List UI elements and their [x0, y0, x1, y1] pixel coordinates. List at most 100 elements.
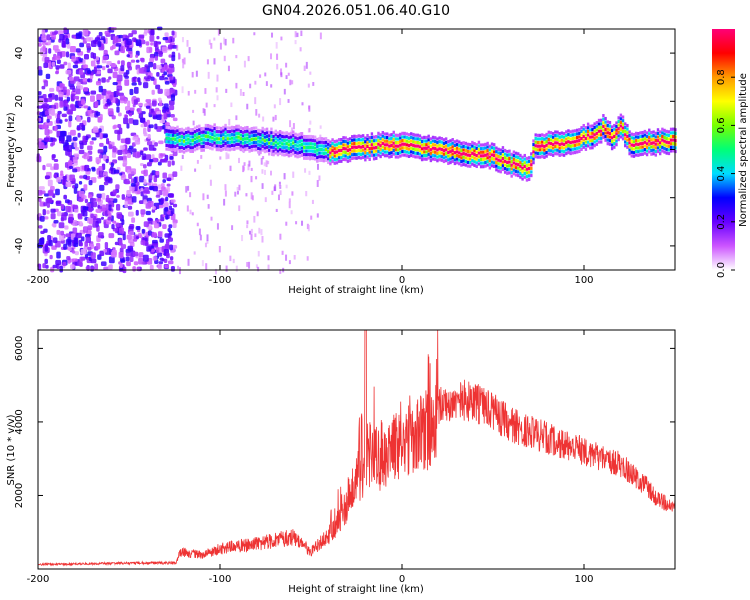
- spectrogram-cell: [299, 47, 302, 52]
- spectrogram-cell: [279, 269, 282, 274]
- spectrogram-cell: [414, 137, 417, 141]
- spectrogram-cell: [261, 144, 264, 149]
- spectrogram-cell: [425, 150, 428, 154]
- spectrogram-cell: [129, 185, 135, 192]
- spectrogram-cell: [650, 141, 653, 145]
- spectrogram-cell: [383, 132, 387, 136]
- spectrogram-cell: [250, 228, 253, 234]
- spectrogram-cell: [103, 266, 110, 271]
- spectrogram-cell: [580, 140, 583, 144]
- spectrogram-cell: [261, 130, 264, 134]
- spectrogram-cell: [196, 222, 199, 227]
- spectrogram-cell: [554, 148, 557, 152]
- spectrogram-cell: [241, 141, 245, 145]
- spectrogram-cell: [67, 62, 71, 70]
- spectrogram-cell: [571, 147, 575, 151]
- spectrogram-cell: [56, 59, 61, 65]
- spectrogram-cell: [133, 261, 139, 266]
- spectrogram-cell: [447, 154, 450, 158]
- spectrogram-cell: [519, 153, 522, 158]
- spectrogram-cell: [171, 148, 175, 152]
- spectrogram-cell: [62, 178, 66, 186]
- spectrogram-cell: [617, 130, 620, 134]
- spectrogram-cell: [436, 144, 439, 148]
- spectrogram-cell: [538, 144, 542, 148]
- spectrogram-cell: [512, 157, 516, 161]
- spectrogram-cell: [405, 139, 409, 143]
- spectrogram-cell: [316, 152, 319, 156]
- spectrogram-cell: [178, 135, 181, 139]
- spectrogram-cell: [497, 147, 500, 151]
- spectrogram-cell: [108, 76, 112, 80]
- spectrogram-cell: [420, 139, 424, 144]
- spectrogram-cell: [92, 127, 99, 133]
- spectrogram-cell: [82, 135, 86, 143]
- spectrogram-cell: [558, 135, 561, 139]
- spectrogram-cell: [434, 139, 437, 143]
- spectrogram-cell: [580, 133, 583, 137]
- spectrogram-cell: [519, 168, 522, 172]
- spectrogram-cell: [661, 145, 664, 149]
- spectrogram-cell: [379, 144, 382, 148]
- spectrogram-cell: [167, 44, 173, 50]
- spectrogram-cell: [202, 130, 205, 134]
- spectrogram-cell: [575, 128, 579, 132]
- spectrogram-cell: [410, 143, 413, 147]
- spectrogram-cell: [138, 34, 145, 39]
- spectrogram-cell: [87, 116, 91, 123]
- spectrogram-cell: [119, 262, 123, 269]
- spectrogram-cell: [517, 173, 520, 178]
- spectrogram-cell: [116, 203, 121, 211]
- spectrogram-cell: [669, 131, 673, 135]
- spectrogram-cell: [444, 137, 448, 141]
- spectrogram-cell: [237, 146, 240, 150]
- spectrogram-cell: [547, 134, 550, 138]
- spectrogram-cell: [63, 194, 67, 200]
- spectrogram-cell: [569, 144, 572, 148]
- spectrogram-cell: [171, 44, 178, 49]
- spectrogram-cell: [519, 157, 522, 161]
- spectrogram-cell: [436, 159, 439, 163]
- spectrogram-cell: [100, 261, 107, 267]
- spectrogram-cell: [346, 145, 350, 149]
- spectrogram-cell: [632, 136, 636, 140]
- spectrogram-cell: [38, 186, 45, 190]
- spectrogram-cell: [551, 146, 555, 150]
- spectrogram-cell: [241, 145, 245, 149]
- spectrogram-cell: [335, 139, 339, 143]
- spectrogram-cell: [82, 206, 89, 211]
- spectrogram-cell: [447, 143, 450, 147]
- y-tick-label: 40: [14, 47, 25, 60]
- spectrogram-cell: [138, 232, 142, 239]
- spectrogram-cell: [471, 144, 474, 148]
- spectrogram-cell: [353, 152, 356, 156]
- spectrogram-cell: [195, 130, 198, 135]
- spectrogram-cell: [567, 136, 570, 140]
- spectrogram-cell: [665, 133, 668, 137]
- spectrogram-cell: [639, 149, 642, 153]
- spectrogram-cell: [320, 158, 323, 162]
- spectrogram-cell: [103, 134, 108, 138]
- spectrogram-cell: [617, 119, 620, 124]
- spectrogram-cell: [597, 126, 601, 130]
- spectrogram-cell: [597, 133, 601, 137]
- spectrogram-cell: [101, 192, 106, 200]
- spectrogram-cell: [672, 127, 675, 131]
- spectrogram-cell: [307, 156, 310, 160]
- spectrogram-cell: [412, 154, 415, 158]
- spectrogram-cell: [90, 90, 97, 95]
- spectrogram-cell: [302, 153, 306, 157]
- spectrogram-cell: [209, 142, 212, 147]
- spectrogram-cell: [72, 136, 78, 141]
- spectrogram-cell: [63, 61, 68, 66]
- spectrogram-cell: [560, 153, 564, 157]
- spectrogram-cell: [628, 152, 631, 156]
- spectrogram-cell: [329, 144, 332, 148]
- spectrogram-cell: [442, 159, 446, 164]
- spectrogram-cell: [75, 32, 82, 39]
- spectrogram-cell: [133, 99, 138, 105]
- spectrogram-cell: [368, 143, 371, 147]
- spectrogram-cell: [497, 154, 500, 159]
- spectrogram-cell: [244, 133, 247, 137]
- spectrogram-cell: [337, 141, 341, 145]
